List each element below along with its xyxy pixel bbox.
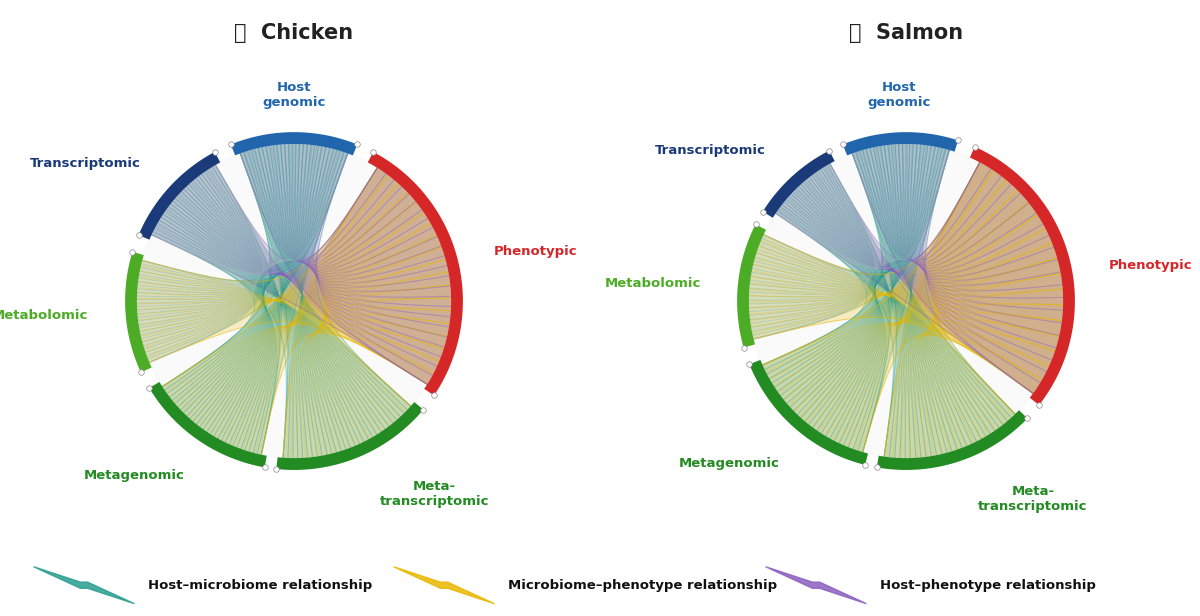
Polygon shape [367, 152, 463, 395]
Polygon shape [737, 224, 766, 347]
Text: Meta-
transcriptomic: Meta- transcriptomic [380, 480, 490, 508]
Polygon shape [162, 168, 451, 455]
Polygon shape [749, 144, 1063, 458]
Text: Metagenomic: Metagenomic [84, 469, 185, 482]
Polygon shape [34, 567, 134, 604]
Text: Host
genomic: Host genomic [868, 81, 930, 109]
Polygon shape [151, 144, 348, 274]
Polygon shape [842, 132, 958, 155]
Polygon shape [766, 567, 866, 604]
Polygon shape [970, 147, 1075, 405]
Text: Microbiome–phenotype relationship: Microbiome–phenotype relationship [508, 578, 776, 592]
Text: Transcriptomic: Transcriptomic [30, 156, 140, 169]
Polygon shape [775, 164, 1015, 458]
Polygon shape [775, 144, 949, 269]
Text: Phenotypic: Phenotypic [1109, 259, 1193, 272]
Polygon shape [137, 144, 348, 362]
Polygon shape [240, 144, 410, 458]
Polygon shape [137, 165, 264, 362]
Polygon shape [125, 252, 151, 373]
Polygon shape [852, 144, 1063, 394]
Polygon shape [884, 163, 1063, 458]
Text: Metabolomic: Metabolomic [0, 309, 89, 322]
Polygon shape [749, 144, 949, 339]
Polygon shape [775, 163, 1063, 394]
Text: 🐓  Chicken: 🐓 Chicken [234, 23, 354, 43]
Text: Meta-
transcriptomic: Meta- transcriptomic [978, 485, 1087, 514]
Polygon shape [394, 567, 494, 604]
Polygon shape [762, 163, 1063, 452]
Polygon shape [283, 168, 451, 458]
Polygon shape [749, 164, 876, 339]
Text: Host
genomic: Host genomic [263, 81, 325, 109]
Text: Metagenomic: Metagenomic [678, 457, 779, 470]
Text: Metabolomic: Metabolomic [605, 277, 701, 290]
Polygon shape [762, 144, 949, 452]
Polygon shape [749, 360, 868, 465]
Polygon shape [276, 402, 424, 470]
Polygon shape [151, 165, 451, 384]
Polygon shape [149, 382, 266, 468]
Polygon shape [137, 144, 451, 458]
Text: 🐟  Salmon: 🐟 Salmon [848, 23, 964, 43]
Polygon shape [877, 410, 1027, 470]
Text: Phenotypic: Phenotypic [494, 245, 577, 257]
Text: Transcriptomic: Transcriptomic [654, 144, 766, 157]
Polygon shape [762, 164, 890, 452]
Polygon shape [138, 152, 221, 240]
Polygon shape [151, 165, 410, 458]
Polygon shape [749, 163, 1063, 394]
Polygon shape [763, 150, 835, 218]
Polygon shape [151, 165, 280, 455]
Polygon shape [240, 144, 451, 384]
Polygon shape [230, 132, 358, 155]
Polygon shape [162, 144, 348, 455]
Text: Host–phenotype relationship: Host–phenotype relationship [880, 578, 1096, 592]
Text: Host–microbiome relationship: Host–microbiome relationship [148, 578, 372, 592]
Polygon shape [852, 144, 1015, 458]
Polygon shape [137, 168, 451, 384]
